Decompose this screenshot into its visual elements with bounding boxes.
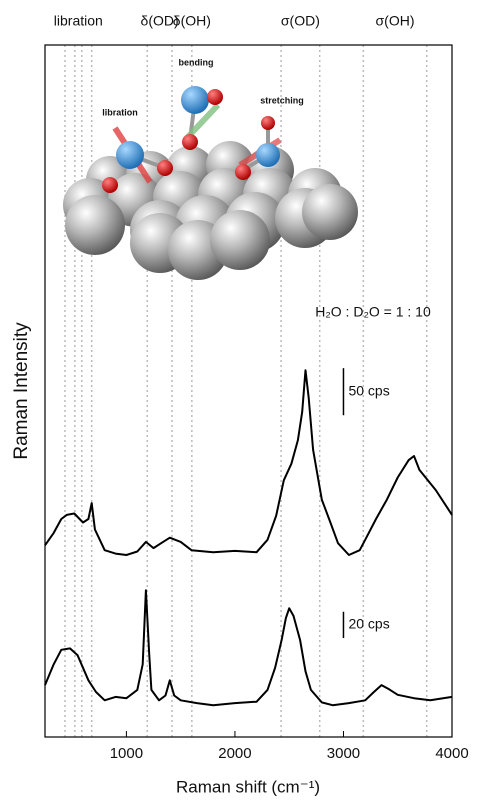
illustration-label: stretching bbox=[260, 95, 304, 105]
band-label: δ(OD) bbox=[141, 13, 179, 29]
x-axis-label: Raman shift (cm⁻¹) bbox=[176, 777, 320, 796]
y-axis-label: Raman Intensity bbox=[11, 322, 32, 460]
illustration: libration bending stretching bbox=[63, 57, 358, 280]
band-label: σ(OD) bbox=[281, 13, 320, 29]
scale-bar-label: 20 cps bbox=[348, 616, 389, 632]
illustration-label: bending bbox=[179, 57, 214, 67]
band-label: δ(OH) bbox=[173, 13, 211, 29]
scale-bar-label: 50 cps bbox=[348, 382, 389, 398]
plot-frame bbox=[44, 44, 453, 738]
x-tick-label: 1000 bbox=[110, 745, 143, 762]
illustration-label: libration bbox=[102, 107, 138, 117]
annotation: H₂O : D₂O = 1 : 10 bbox=[315, 304, 431, 320]
band-label: libration bbox=[54, 13, 103, 29]
x-tick-label: 4000 bbox=[435, 745, 468, 762]
x-tick-label: 2000 bbox=[218, 745, 251, 762]
x-tick-label: 3000 bbox=[327, 745, 360, 762]
spectrum-line bbox=[44, 589, 453, 707]
band-label: σ(OH) bbox=[376, 13, 415, 29]
spectrum-line bbox=[44, 369, 453, 556]
